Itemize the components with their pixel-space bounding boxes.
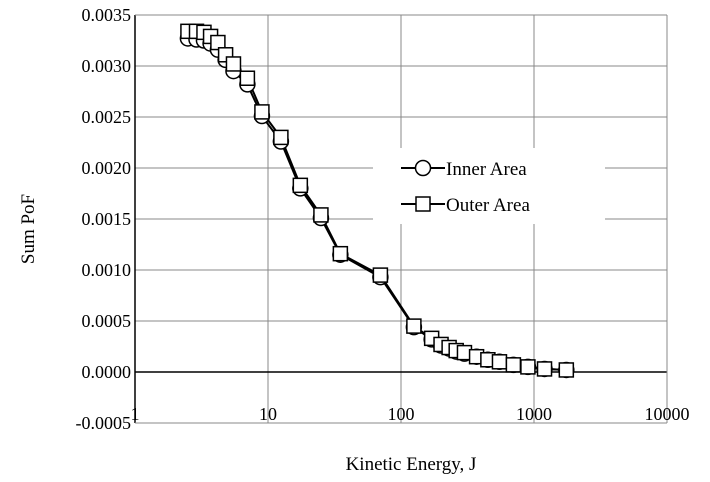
tick-labels: -0.0005 0.0000 0.0005 0.0010 0.0015 0.0020 0.0…: [76, 5, 690, 433]
y-tick-label: 0.0010: [82, 260, 132, 280]
legend-label-inner-area: Inner Area: [446, 159, 527, 180]
x-tick-label: 1: [131, 404, 140, 424]
y-tick-label: 0.0025: [82, 107, 132, 127]
x-tick-label: 100: [388, 404, 415, 424]
x-axis-title: Kinetic Energy, J: [346, 454, 477, 475]
data-point-square: [239, 70, 256, 86]
legend-marker-square: [415, 196, 431, 212]
data-point-square: [313, 207, 329, 223]
y-tick-label: 0.0020: [82, 158, 132, 178]
data-point-square: [491, 354, 508, 370]
data-point-square: [254, 104, 270, 120]
legend-item-outer-area: Outer Area: [401, 195, 530, 216]
legend-box: [373, 148, 605, 224]
y-tick-label: 0.0015: [82, 209, 132, 229]
x-tick-label: 10000: [645, 404, 690, 424]
y-tick-label: -0.0005: [76, 413, 132, 433]
x-tick-label: 1000: [516, 404, 552, 424]
legend-label-outer-area: Outer Area: [446, 195, 530, 216]
data-point-square: [558, 362, 575, 378]
legend-item-inner-area: Inner Area: [401, 159, 527, 180]
data-point-square: [536, 361, 553, 377]
data-point-square: [520, 359, 536, 375]
data-point-square: [225, 56, 242, 72]
legend: Inner Area Outer Area: [373, 148, 605, 224]
x-tick-label: 10: [259, 404, 277, 424]
data-point-square: [505, 357, 522, 373]
y-tick-label: 0.0035: [82, 5, 132, 25]
axes: [134, 14, 668, 424]
y-tick-label: 0.0030: [82, 56, 132, 76]
data-point-square: [273, 129, 289, 146]
data-point-square: [292, 177, 309, 194]
data-point-square: [372, 267, 389, 283]
data-point-square: [406, 318, 422, 334]
y-tick-label: 0.0005: [82, 311, 132, 331]
data-point-square: [332, 245, 349, 262]
legend-marker-circle: [414, 159, 432, 177]
series-markers: [179, 23, 575, 379]
y-tick-label: 0.0000: [82, 362, 132, 382]
y-axis-title: Sum PoF: [18, 194, 39, 264]
